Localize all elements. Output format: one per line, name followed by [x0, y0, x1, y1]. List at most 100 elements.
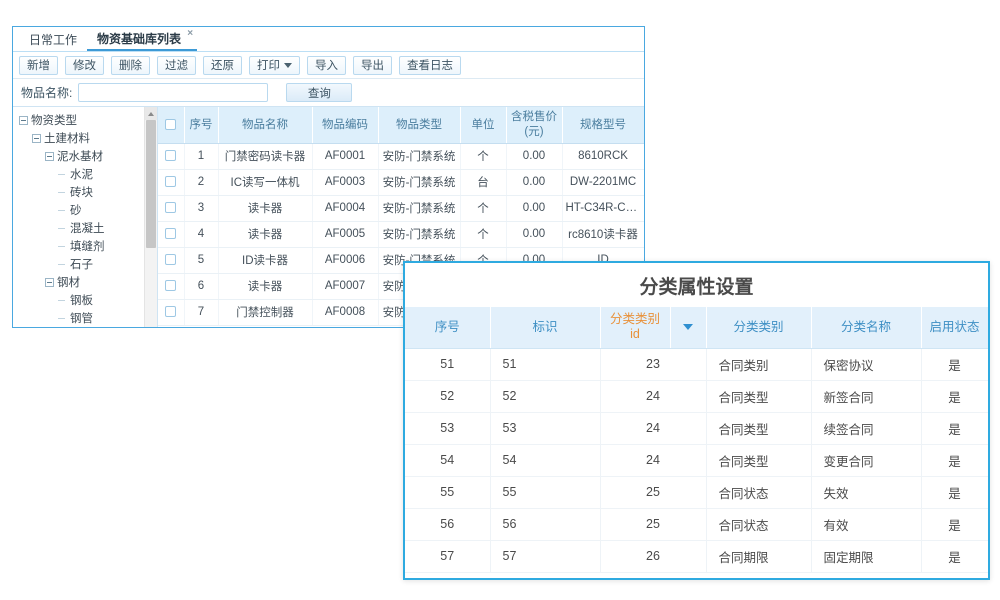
cell-enabled: 是	[921, 380, 988, 413]
cell-name[interactable]: IC读写一体机	[218, 169, 313, 196]
table-row[interactable]: 3 读卡器 AF0004 安防-门禁系统个 0.00 HT-C34R-CG1…	[158, 195, 644, 222]
tree-node-label: 钢材	[57, 277, 80, 289]
tree-node[interactable]: 钢管	[13, 309, 157, 327]
grid-header-label: 单位	[471, 118, 495, 131]
tab-2[interactable]: 物资基础库列表 ×	[87, 27, 198, 51]
cell-code[interactable]: AF0005	[312, 221, 379, 248]
table-row[interactable]: 2 IC读写一体机 AF0003 安防-门禁系统台 0.00 DW-2201MC	[158, 169, 644, 196]
toolbar-button-7[interactable]: 导入	[307, 55, 346, 75]
tree-node[interactable]: 土建材料	[13, 129, 157, 147]
tree-node[interactable]: 水泥	[13, 165, 157, 183]
toolbar-button-3[interactable]: 删除	[111, 55, 150, 75]
tree-node-label: 钢管	[70, 313, 93, 325]
row-checkbox[interactable]	[165, 306, 177, 318]
tree-leaf-icon	[58, 296, 67, 305]
search-input[interactable]	[78, 83, 269, 102]
table-row[interactable]: 4 读卡器 AF0005 安防-门禁系统个 0.00 rc8610读卡器	[158, 221, 644, 248]
table-row[interactable]: 57 57 26 合同期限 固定期限是	[405, 540, 988, 573]
dialog-header-seq[interactable]: 序号	[405, 307, 491, 349]
cell-enabled: 是	[921, 444, 988, 477]
table-row[interactable]: 52 52 24 合同类型 新签合同是	[405, 380, 988, 413]
toolbar-button-9[interactable]: 查看日志	[399, 55, 461, 75]
dialog-header-cell[interactable]: 启用状态	[921, 307, 988, 349]
cell-type: 安防-门禁系统	[378, 195, 461, 222]
search-label: 物品名称:	[21, 86, 73, 100]
table-row[interactable]: 55 55 25 合同状态 失效是	[405, 476, 988, 509]
collapse-toggle-icon[interactable]	[32, 133, 41, 143]
tree-node[interactable]: 填缝剂	[13, 237, 157, 255]
table-row[interactable]: 51 51 23 合同类别 保密协议是	[405, 348, 988, 381]
cell-name[interactable]: 读卡器	[218, 195, 313, 222]
cell-code[interactable]: AF0004	[312, 195, 379, 222]
table-row[interactable]: 1 门禁密码读卡器 AF0001 安防-门禁系统个 0.00 8610RCK	[158, 143, 644, 170]
tree-leaf-icon	[58, 224, 67, 233]
toolbar-button-5[interactable]: 还原	[203, 55, 242, 75]
row-select-cell	[158, 221, 185, 248]
cell-code[interactable]: AF0007	[312, 273, 379, 300]
table-row[interactable]: 53 53 24 合同类型 续签合同是	[405, 412, 988, 445]
dialog-header-cell[interactable]: 分类名称	[811, 307, 922, 349]
select-all-checkbox[interactable]	[165, 119, 177, 131]
row-checkbox[interactable]	[165, 202, 177, 214]
toolbar-button-1[interactable]: 新增	[19, 55, 58, 75]
grid-header-unit: (元)	[524, 125, 544, 138]
row-checkbox[interactable]	[165, 176, 177, 188]
cell-name[interactable]: 读卡器	[218, 221, 313, 248]
tab-1[interactable]: 日常工作	[19, 27, 87, 51]
dialog-header-cell[interactable]: 分类类别	[706, 307, 812, 349]
close-icon[interactable]: ×	[187, 28, 194, 39]
row-checkbox[interactable]	[165, 254, 177, 266]
toolbar-button-6[interactable]: 打印	[249, 55, 300, 75]
category-attributes-grid-header: 序号 标识 分类类别 id 分类类别 分类名称 启用状态	[405, 307, 988, 349]
tree-node[interactable]: 钢板	[13, 291, 157, 309]
cell-name[interactable]: 读卡器	[218, 273, 313, 300]
collapse-toggle-icon[interactable]	[45, 277, 54, 287]
chevron-down-icon[interactable]	[284, 62, 292, 68]
dialog-title: 分类属性设置	[405, 263, 988, 307]
search-bar: 物品名称: 查询	[13, 79, 644, 107]
dialog-header-label: 启用状态	[929, 319, 980, 334]
sort-descending-icon[interactable]	[683, 324, 693, 331]
cell-flag: 56	[490, 508, 601, 541]
dialog-header-cell[interactable]: 标识	[490, 307, 601, 349]
row-checkbox[interactable]	[165, 280, 177, 292]
sort-descending-button[interactable]	[670, 307, 707, 349]
tree-node[interactable]: 物资类型	[13, 111, 157, 129]
tab-label: 物资基础库列表	[97, 31, 182, 46]
cell-price: 0.00	[506, 221, 563, 248]
tree-node[interactable]: 泥水基材	[13, 147, 157, 165]
cell-name[interactable]: ID读卡器	[218, 247, 313, 274]
tree-node[interactable]: 混凝土	[13, 219, 157, 237]
tree-node[interactable]: 石子	[13, 255, 157, 273]
scroll-up-arrow-icon[interactable]	[145, 107, 157, 120]
cell-seq: 52	[405, 380, 491, 413]
cell-code[interactable]: AF0008	[312, 299, 379, 326]
tree-node[interactable]: 砂	[13, 201, 157, 219]
cell-name[interactable]: 门禁控制器	[218, 299, 313, 326]
dialog-header-sorted[interactable]: 分类类别 id	[600, 307, 671, 349]
tree-scrollbar[interactable]	[144, 107, 157, 327]
cell-name[interactable]: 门禁密码读卡器	[218, 143, 313, 170]
query-button[interactable]: 查询	[286, 83, 353, 102]
toolbar-button-2[interactable]: 修改	[65, 55, 104, 75]
cell-code[interactable]: AF0003	[312, 169, 379, 196]
cell-code[interactable]: AF0006	[312, 247, 379, 274]
cell-code[interactable]: AF0001	[312, 143, 379, 170]
row-checkbox[interactable]	[165, 228, 177, 240]
table-row[interactable]: 54 54 24 合同类型 变更合同是	[405, 444, 988, 477]
collapse-toggle-icon[interactable]	[19, 115, 28, 125]
row-checkbox[interactable]	[165, 150, 177, 162]
tree-node[interactable]: 砖块	[13, 183, 157, 201]
toolbar-button-label: 查看日志	[407, 60, 453, 72]
table-row[interactable]: 56 56 25 合同状态 有效是	[405, 508, 988, 541]
toolbar-button-4[interactable]: 过滤	[157, 55, 196, 75]
tree-node-label: 石子	[70, 259, 93, 271]
toolbar-button-8[interactable]: 导出	[353, 55, 392, 75]
toolbar-button-label: 导入	[315, 60, 338, 72]
tree-scrollbar-thumb[interactable]	[146, 120, 156, 248]
collapse-toggle-icon[interactable]	[45, 151, 54, 161]
tree-node[interactable]: 钢材	[13, 273, 157, 291]
grid-header-label: 规格型号	[580, 118, 626, 131]
toolbar-button-label: 导出	[361, 60, 384, 72]
